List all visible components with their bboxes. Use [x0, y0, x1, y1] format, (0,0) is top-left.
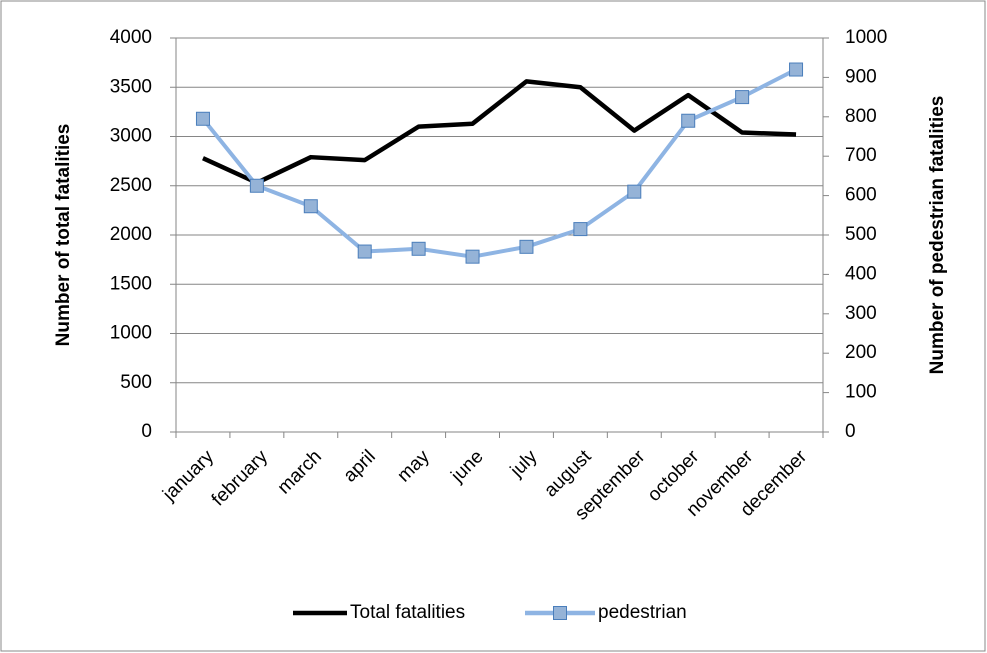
- y-tick-label: 3000: [110, 126, 152, 147]
- marker: [411, 241, 426, 256]
- marker: [681, 113, 696, 128]
- legend-label: Total fatalities: [350, 602, 465, 623]
- marker: [357, 244, 372, 259]
- y-tick-label: 3500: [110, 76, 152, 97]
- marker: [465, 249, 480, 264]
- legend-marker: [553, 606, 567, 620]
- marker: [573, 222, 588, 237]
- y2-tick-label: 100: [845, 382, 877, 403]
- y-tick-label: 0: [141, 421, 152, 442]
- marker: [249, 178, 264, 193]
- marker: [303, 199, 318, 214]
- marker: [735, 90, 750, 105]
- marker: [195, 111, 210, 126]
- series-line: [201, 67, 797, 259]
- y-axis-title: Number of total fatalities: [53, 124, 74, 347]
- y-tick-label: 2000: [110, 224, 152, 245]
- y2-tick-label: 400: [845, 263, 877, 284]
- marker: [627, 184, 642, 199]
- y-tick-label: 1500: [110, 273, 152, 294]
- marker: [789, 62, 804, 77]
- y2-tick-label: 200: [845, 342, 877, 363]
- y2-axis-title: Number of pedestrian fatalities: [927, 96, 948, 375]
- y2-tick-label: 300: [845, 303, 877, 324]
- y2-tick-label: 1000: [845, 27, 887, 48]
- y-tick-label: 500: [120, 372, 152, 393]
- y2-tick-label: 800: [845, 106, 877, 127]
- legend-label: pedestrian: [598, 602, 687, 623]
- y2-tick-label: 900: [845, 66, 877, 87]
- y2-tick-label: 0: [845, 421, 856, 442]
- y-tick-label: 2500: [110, 175, 152, 196]
- y2-tick-label: 500: [845, 224, 877, 245]
- y2-tick-label: 700: [845, 145, 877, 166]
- y-tick-label: 4000: [110, 27, 152, 48]
- y-tick-label: 1000: [110, 323, 152, 344]
- marker: [519, 239, 534, 254]
- series-line: [202, 79, 797, 186]
- y2-tick-label: 600: [845, 185, 877, 206]
